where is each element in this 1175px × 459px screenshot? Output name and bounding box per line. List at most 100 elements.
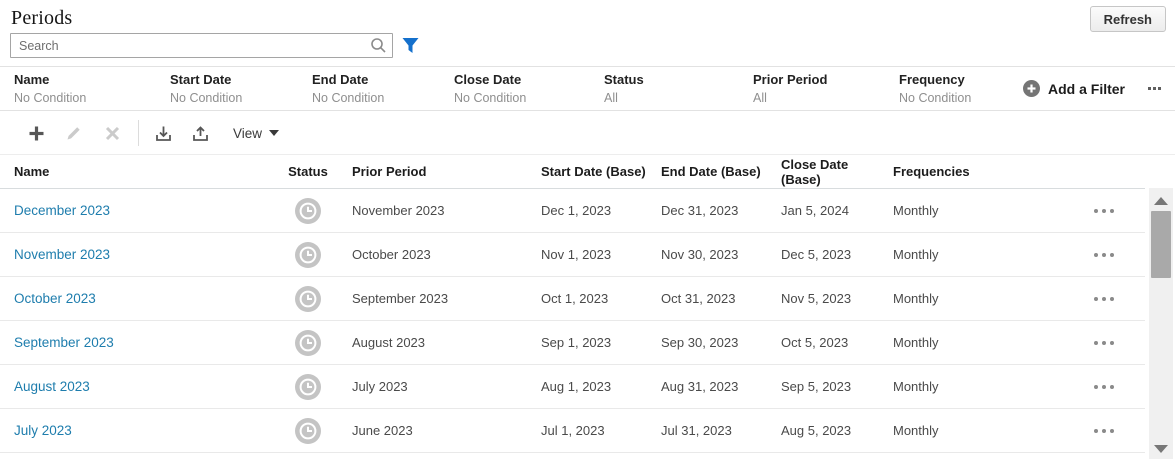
- period-name-link[interactable]: September 2023: [14, 335, 114, 350]
- column-header-close-date[interactable]: Close Date (Base): [781, 156, 849, 187]
- end-date-cell: Dec 31, 2023: [661, 203, 739, 218]
- period-name-link[interactable]: July 2023: [14, 423, 72, 438]
- vertical-scrollbar[interactable]: [1149, 188, 1173, 459]
- row-actions-button[interactable]: [1090, 205, 1118, 217]
- filter-label: Name: [14, 71, 50, 87]
- filter-overflow-menu-icon[interactable]: [1134, 87, 1161, 90]
- frequency-cell: Monthly: [893, 291, 939, 306]
- prior-period-cell: July 2023: [352, 379, 408, 394]
- column-header-end-date[interactable]: End Date (Base): [661, 164, 761, 179]
- page-title: Periods: [11, 7, 73, 29]
- table-header-row: Name Status Prior Period Start Date (Bas…: [0, 155, 1145, 189]
- clock-status-icon: [295, 241, 321, 268]
- frequency-cell: Monthly: [893, 423, 939, 438]
- page-header: Periods Refresh: [0, 0, 1175, 33]
- filter-label: End Date: [312, 71, 369, 87]
- filter-funnel-icon[interactable]: [401, 36, 420, 55]
- close-date-cell: Jan 5, 2024: [781, 203, 849, 218]
- table-row: October 2023 September 2023 Oct 1, 2023 …: [0, 277, 1145, 321]
- row-actions-button[interactable]: [1090, 249, 1118, 261]
- filter-frequency[interactable]: Frequency No Condition: [899, 67, 1009, 110]
- filter-label: Close Date: [454, 71, 522, 87]
- period-name-link[interactable]: October 2023: [14, 291, 96, 306]
- filter-value: No Condition: [312, 90, 385, 105]
- filter-prior-period[interactable]: Prior Period All: [753, 67, 899, 110]
- filter-value: All: [753, 90, 767, 105]
- circle-plus-icon: [1022, 80, 1040, 97]
- table-row: July 2023 June 2023 Jul 1, 2023 Jul 31, …: [0, 409, 1145, 453]
- clock-status-icon: [295, 373, 321, 400]
- frequency-cell: Monthly: [893, 379, 939, 394]
- clock-status-icon: [295, 197, 321, 224]
- filter-close-date[interactable]: Close Date No Condition: [454, 67, 604, 110]
- export-upload-icon[interactable]: [189, 122, 211, 144]
- close-date-cell: Oct 5, 2023: [781, 335, 849, 350]
- close-date-cell: Nov 5, 2023: [781, 291, 852, 306]
- frequency-cell: Monthly: [893, 203, 939, 218]
- add-period-button[interactable]: [25, 122, 47, 144]
- filter-label: Start Date: [170, 71, 232, 87]
- view-menu-button[interactable]: View: [233, 126, 280, 141]
- prior-period-cell: September 2023: [352, 291, 449, 306]
- start-date-cell: Jul 1, 2023: [541, 423, 605, 438]
- frequency-cell: Monthly: [893, 247, 939, 262]
- period-name-link[interactable]: November 2023: [14, 247, 111, 262]
- filter-label: Status: [604, 71, 644, 87]
- close-date-cell: Dec 5, 2023: [781, 247, 852, 262]
- add-a-filter-button[interactable]: Add a Filter: [1022, 80, 1125, 97]
- table-row: December 2023 November 2023 Dec 1, 2023 …: [0, 189, 1145, 233]
- column-header-frequencies[interactable]: Frequencies: [893, 164, 970, 179]
- end-date-cell: Nov 30, 2023: [661, 247, 739, 262]
- end-date-cell: Aug 31, 2023: [661, 379, 739, 394]
- search-input[interactable]: [10, 33, 393, 58]
- column-header-start-date[interactable]: Start Date (Base): [541, 164, 646, 179]
- filter-name[interactable]: Name No Condition: [14, 67, 170, 110]
- filter-bar: Name No Condition Start Date No Conditio…: [0, 66, 1175, 111]
- frequency-cell: Monthly: [893, 335, 939, 350]
- start-date-cell: Sep 1, 2023: [541, 335, 612, 350]
- row-actions-button[interactable]: [1090, 425, 1118, 437]
- table-body: December 2023 November 2023 Dec 1, 2023 …: [0, 189, 1145, 453]
- import-download-icon[interactable]: [152, 122, 174, 144]
- edit-period-button[interactable]: [63, 122, 85, 144]
- close-date-cell: Sep 5, 2023: [781, 379, 852, 394]
- period-name-link[interactable]: December 2023: [14, 203, 111, 218]
- scrollbar-thumb[interactable]: [1151, 211, 1171, 278]
- chevron-down-icon: [269, 130, 280, 136]
- search-row: [0, 33, 1175, 66]
- filter-value: No Condition: [170, 90, 243, 105]
- clock-status-icon: [295, 417, 321, 444]
- table-row: August 2023 July 2023 Aug 1, 2023 Aug 31…: [0, 365, 1145, 409]
- clock-status-icon: [295, 329, 321, 356]
- add-a-filter-label: Add a Filter: [1047, 80, 1125, 97]
- periods-table: Name Status Prior Period Start Date (Bas…: [0, 155, 1145, 453]
- start-date-cell: Oct 1, 2023: [541, 291, 609, 306]
- start-date-cell: Dec 1, 2023: [541, 203, 612, 218]
- column-header-prior[interactable]: Prior Period: [352, 164, 427, 179]
- filter-label: Prior Period: [753, 71, 828, 87]
- scroll-down-arrow-icon[interactable]: [1154, 445, 1168, 453]
- table-row: November 2023 October 2023 Nov 1, 2023 N…: [0, 233, 1145, 277]
- period-name-link[interactable]: August 2023: [14, 379, 90, 394]
- filter-start-date[interactable]: Start Date No Condition: [170, 67, 312, 110]
- column-header-name[interactable]: Name: [14, 164, 50, 179]
- scroll-up-arrow-icon[interactable]: [1154, 197, 1168, 205]
- close-date-cell: Aug 5, 2023: [781, 423, 852, 438]
- filter-status[interactable]: Status All: [604, 67, 753, 110]
- table-row: September 2023 August 2023 Sep 1, 2023 S…: [0, 321, 1145, 365]
- filter-value: No Condition: [899, 90, 972, 105]
- row-actions-button[interactable]: [1090, 381, 1118, 393]
- row-actions-button[interactable]: [1090, 293, 1118, 305]
- prior-period-cell: November 2023: [352, 203, 445, 218]
- prior-period-cell: August 2023: [352, 335, 426, 350]
- filter-end-date[interactable]: End Date No Condition: [312, 67, 454, 110]
- filter-value: No Condition: [454, 90, 527, 105]
- end-date-cell: Oct 31, 2023: [661, 291, 736, 306]
- prior-period-cell: October 2023: [352, 247, 431, 262]
- refresh-button[interactable]: Refresh: [1089, 6, 1166, 32]
- prior-period-cell: June 2023: [352, 423, 413, 438]
- column-header-status[interactable]: Status: [288, 164, 328, 179]
- row-actions-button[interactable]: [1090, 337, 1118, 349]
- delete-period-button[interactable]: [101, 122, 123, 144]
